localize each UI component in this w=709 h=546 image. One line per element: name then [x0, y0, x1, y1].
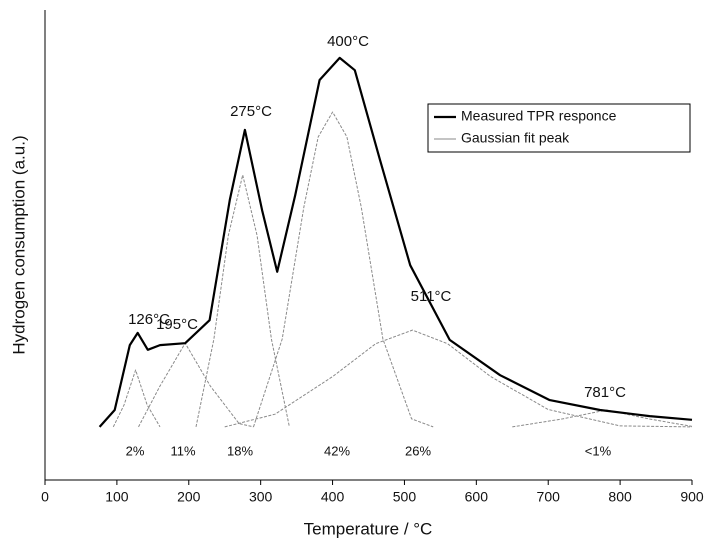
- x-tick-label: 100: [105, 489, 129, 505]
- legend-label: Measured TPR responce: [461, 108, 617, 124]
- x-tick-label: 700: [537, 489, 561, 505]
- y-axis-label: Hydrogen consumption (a.u.): [9, 135, 28, 354]
- peak-label: 126°C: [128, 311, 170, 328]
- x-tick-label: 0: [41, 489, 49, 505]
- percent-label: 18%: [227, 443, 253, 458]
- x-tick-label: 300: [249, 489, 273, 505]
- percent-label: 11%: [170, 443, 195, 458]
- fit-peak-line: [195, 174, 290, 428]
- percent-label: 42%: [324, 443, 350, 458]
- x-tick-label: 600: [465, 489, 489, 505]
- fit-peak-line: [253, 111, 434, 428]
- x-tick-label: 900: [680, 489, 704, 505]
- fit-peak-line: [224, 329, 693, 428]
- fit-peak-line: [112, 369, 161, 428]
- legend-label: Gaussian fit peak: [461, 130, 570, 146]
- peak-label: 511°C: [411, 288, 452, 305]
- peak-label: 781°C: [584, 384, 626, 401]
- x-tick-label: 200: [177, 489, 201, 505]
- measured-line: [98, 56, 693, 428]
- peak-label: 275°C: [230, 103, 272, 120]
- x-tick-label: 800: [608, 489, 632, 505]
- x-tick-label: 400: [321, 489, 345, 505]
- fit-peak-line: [138, 342, 254, 428]
- percent-label: <1%: [585, 443, 612, 458]
- percent-label: 26%: [405, 443, 431, 458]
- legend: [427, 103, 691, 153]
- percent-label: 2%: [126, 443, 145, 458]
- peak-label: 195°C: [156, 316, 198, 333]
- x-axis-label: Temperature / °C: [304, 519, 433, 538]
- peak-label: 400°C: [327, 33, 369, 50]
- x-tick-label: 500: [393, 489, 417, 505]
